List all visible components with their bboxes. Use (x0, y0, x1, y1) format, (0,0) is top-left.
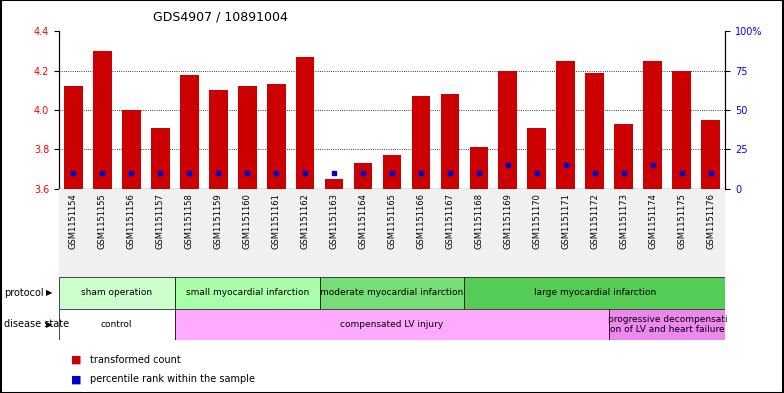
Text: GSM1151154: GSM1151154 (69, 193, 78, 249)
Text: ■: ■ (71, 354, 81, 365)
Text: GSM1151160: GSM1151160 (242, 193, 252, 249)
Bar (441, 94, 459, 189)
Text: GSM1151170: GSM1151170 (532, 193, 542, 249)
Bar (175, 309, 609, 340)
Bar (151, 128, 169, 189)
Text: GSM1151155: GSM1151155 (98, 193, 107, 249)
Bar (209, 90, 227, 189)
Text: GSM1151161: GSM1151161 (271, 193, 281, 249)
Text: GDS4907 / 10891004: GDS4907 / 10891004 (153, 11, 288, 24)
Text: GSM1151159: GSM1151159 (214, 193, 223, 249)
Bar (320, 277, 464, 309)
Bar (267, 84, 285, 189)
Text: GSM1151175: GSM1151175 (677, 193, 686, 249)
Text: GSM1151162: GSM1151162 (300, 193, 310, 249)
Text: GSM1151157: GSM1151157 (156, 193, 165, 249)
Bar (673, 71, 691, 189)
Text: GSM1151158: GSM1151158 (185, 193, 194, 249)
Text: transformed count: transformed count (90, 354, 181, 365)
Text: ■: ■ (71, 374, 81, 384)
Bar (412, 96, 430, 189)
Text: protocol: protocol (4, 288, 44, 298)
Text: GSM1151174: GSM1151174 (648, 193, 657, 249)
Text: GSM1151156: GSM1151156 (127, 193, 136, 249)
Text: GSM1151173: GSM1151173 (619, 193, 628, 249)
Bar (383, 155, 401, 189)
Text: sham operation: sham operation (82, 288, 152, 297)
Bar (702, 120, 720, 189)
Bar (325, 179, 343, 189)
Bar (499, 71, 517, 189)
Text: GSM1151165: GSM1151165 (387, 193, 397, 249)
Text: GSM1151169: GSM1151169 (503, 193, 513, 249)
Text: moderate myocardial infarction: moderate myocardial infarction (321, 288, 463, 297)
Text: GSM1151167: GSM1151167 (445, 193, 455, 249)
Bar (59, 277, 175, 309)
Text: ▶: ▶ (46, 320, 53, 329)
Bar (122, 110, 140, 189)
Text: ▶: ▶ (46, 288, 53, 297)
Bar (64, 86, 82, 189)
Bar (175, 277, 320, 309)
Text: compensated LV injury: compensated LV injury (340, 320, 444, 329)
Text: disease state: disease state (4, 319, 69, 329)
Bar (238, 86, 256, 189)
Text: GSM1151172: GSM1151172 (590, 193, 599, 249)
Text: large myocardial infarction: large myocardial infarction (534, 288, 656, 297)
Bar (557, 61, 575, 189)
Text: progressive decompensati
on of LV and heart failure: progressive decompensati on of LV and he… (608, 314, 727, 334)
Text: GSM1151163: GSM1151163 (329, 193, 339, 249)
Bar (609, 309, 725, 340)
Text: GSM1151164: GSM1151164 (358, 193, 368, 249)
Bar (586, 73, 604, 189)
Bar (296, 57, 314, 189)
Bar (180, 75, 198, 189)
Bar (93, 51, 111, 189)
Bar (644, 61, 662, 189)
Text: control: control (101, 320, 132, 329)
Bar (59, 309, 175, 340)
Bar (59, 189, 725, 277)
Text: small myocardial infarction: small myocardial infarction (186, 288, 309, 297)
Text: GSM1151168: GSM1151168 (474, 193, 484, 249)
Text: percentile rank within the sample: percentile rank within the sample (90, 374, 255, 384)
Bar (528, 128, 546, 189)
Bar (464, 277, 725, 309)
Text: GSM1151166: GSM1151166 (416, 193, 426, 249)
Bar (470, 147, 488, 189)
Bar (615, 124, 633, 189)
Bar (354, 163, 372, 189)
Text: GSM1151171: GSM1151171 (561, 193, 570, 249)
Text: GSM1151176: GSM1151176 (706, 193, 715, 249)
